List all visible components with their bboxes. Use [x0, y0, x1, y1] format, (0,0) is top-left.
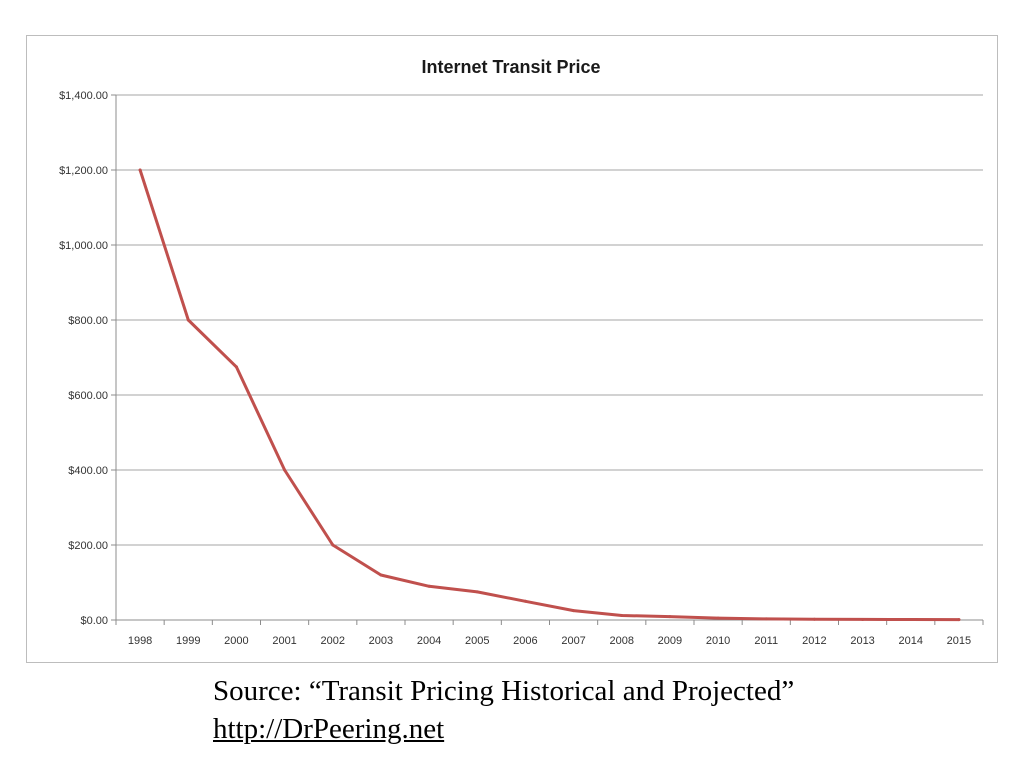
data-point — [379, 573, 383, 577]
x-tick-label: 2013 — [850, 635, 874, 647]
x-tick-label: 1998 — [128, 635, 152, 647]
x-tick-label: 2002 — [321, 635, 345, 647]
y-tick-label: $200.00 — [68, 540, 108, 552]
x-tick-label: 2010 — [706, 635, 730, 647]
data-point — [427, 584, 431, 588]
x-tick-label: 1999 — [176, 635, 200, 647]
series-line — [138, 168, 961, 622]
x-tick-label: 2004 — [417, 635, 441, 647]
data-point — [909, 618, 913, 622]
x-tick-label: 2014 — [899, 635, 923, 647]
x-tick-label: 2005 — [465, 635, 489, 647]
y-tick-label: $0.00 — [80, 615, 108, 627]
data-point — [957, 618, 961, 622]
x-tick-label: 2011 — [754, 635, 778, 647]
data-point — [475, 590, 479, 594]
data-point — [668, 615, 672, 619]
x-tick-label: 2007 — [561, 635, 585, 647]
data-point — [523, 599, 527, 603]
y-tick-label: $1,200.00 — [59, 165, 108, 177]
x-tick-label: 2009 — [658, 635, 682, 647]
x-tick-label: 2006 — [513, 635, 537, 647]
x-tick-label: 2008 — [610, 635, 634, 647]
chart-title: Internet Transit Price — [421, 57, 600, 77]
data-point — [186, 318, 190, 322]
y-tick-label: $800.00 — [68, 315, 108, 327]
source-text: Source: “Transit Pricing Historical and … — [213, 675, 795, 707]
data-point — [234, 365, 238, 369]
x-tick-label: 2000 — [224, 635, 248, 647]
y-tick-label: $1,000.00 — [59, 240, 108, 252]
source-link[interactable]: http://DrPeering.net — [213, 713, 445, 745]
source-citation: Source: “Transit Pricing Historical and … — [213, 672, 794, 748]
x-tick-label: 2001 — [272, 635, 296, 647]
data-point — [283, 468, 287, 472]
data-point — [138, 168, 142, 172]
y-tick-label: $600.00 — [68, 390, 108, 402]
data-point — [572, 609, 576, 613]
data-point — [764, 617, 768, 621]
x-tick-label: 2015 — [947, 635, 971, 647]
chart-frame: $0.00 $200.00 $400.00 $600.00 $800.00 $1,000.… — [26, 35, 998, 663]
x-tick-label: 2003 — [369, 635, 393, 647]
data-point — [331, 543, 335, 547]
data-point — [812, 617, 816, 621]
data-point — [861, 617, 865, 621]
x-tick-label: 2012 — [802, 635, 826, 647]
line-chart: $0.00 $200.00 $400.00 $600.00 $800.00 $1,000.… — [59, 57, 984, 647]
y-tick-label: $400.00 — [68, 465, 108, 477]
y-tick-label: $1,400.00 — [59, 90, 108, 102]
data-point — [716, 616, 720, 620]
data-point — [620, 614, 624, 617]
